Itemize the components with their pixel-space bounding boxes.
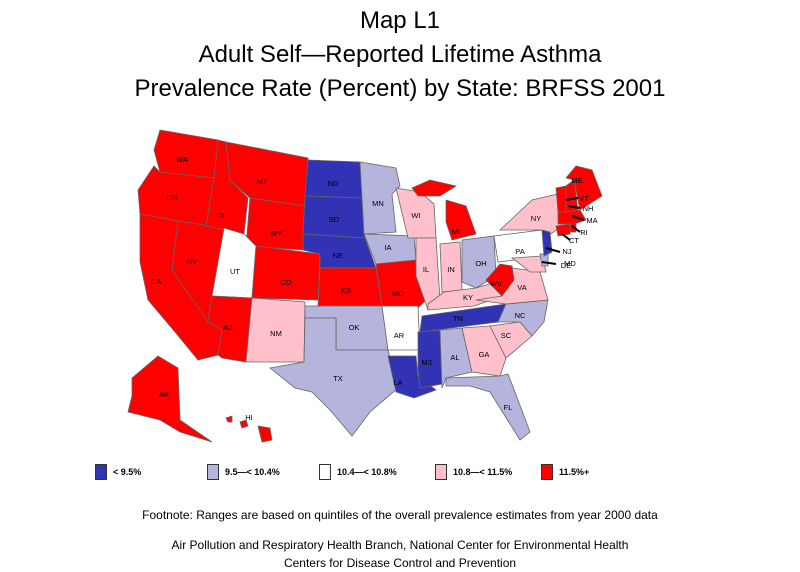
legend-label-1: 9.5—< 10.4%	[225, 467, 280, 477]
state-ms[interactable]	[417, 329, 443, 389]
label-ga: GA	[479, 350, 490, 359]
label-wi: WI	[411, 211, 420, 220]
label-md: MD	[564, 259, 576, 268]
footnote: Footnote: Ranges are based on quintiles …	[142, 508, 658, 522]
legend-item-0: < 9.5%	[95, 462, 141, 482]
state-ar[interactable]	[381, 305, 421, 351]
state-wv[interactable]	[485, 263, 515, 297]
label-ne: NE	[333, 251, 343, 260]
label-co: CO	[280, 278, 291, 287]
map-title: Map L1	[359, 7, 441, 34]
legend: < 9.5% 9.5—< 10.4% 10.4—< 10.8% 10.8—< 1…	[95, 462, 715, 484]
label-ri: RI	[580, 228, 588, 237]
state-tx[interactable]	[269, 317, 399, 437]
legend-swatch-0	[95, 464, 107, 480]
label-tn: TN	[453, 314, 463, 323]
label-hi: HI	[245, 413, 253, 422]
label-sc: SC	[501, 331, 512, 340]
state-ga[interactable]	[461, 325, 507, 377]
label-id: ID	[216, 211, 224, 220]
legend-item-4: 11.5%+	[541, 462, 589, 482]
legend-label-0: < 9.5%	[113, 467, 142, 477]
label-tx: TX	[333, 374, 343, 383]
map-subtitle-1: Adult Self—Reported Lifetime Asthma	[198, 41, 602, 68]
label-nm: NM	[270, 329, 282, 338]
map-subtitle-2: Prevalence Rate (Percent) by State: BRFS…	[134, 75, 666, 102]
legend-swatch-2	[319, 464, 331, 480]
state-wa[interactable]	[153, 129, 219, 179]
label-az: AZ	[223, 323, 233, 332]
state-hi[interactable]	[225, 415, 273, 443]
label-mt: MT	[257, 177, 268, 186]
label-al: AL	[450, 353, 459, 362]
state-co[interactable]	[251, 245, 321, 301]
label-wv: WV	[490, 279, 502, 288]
label-mn: MN	[372, 199, 384, 208]
legend-item-2: 10.4—< 10.8%	[319, 462, 397, 482]
us-state-map: WA OR CA NV ID MT WY UT CO AZ NM ND SD N…	[127, 129, 603, 443]
label-ca: CA	[151, 277, 161, 286]
state-ct[interactable]	[555, 223, 571, 237]
label-nh: NH	[583, 204, 594, 213]
label-pa: PA	[515, 247, 524, 256]
state-wy[interactable]	[245, 197, 306, 251]
label-va: VA	[517, 283, 526, 292]
legend-label-4: 11.5%+	[559, 467, 590, 477]
legend-swatch-3	[435, 464, 447, 480]
state-vt[interactable]	[555, 185, 567, 213]
label-wa: WA	[176, 155, 188, 164]
label-nj: NJ	[562, 247, 571, 256]
legend-label-3: 10.8—< 11.5%	[453, 467, 513, 477]
legend-swatch-4	[541, 464, 553, 480]
state-oh[interactable]	[461, 235, 497, 289]
label-nd: ND	[328, 179, 339, 188]
label-nc: NC	[515, 311, 526, 320]
state-mn[interactable]	[359, 161, 401, 235]
label-oh: OH	[475, 259, 486, 268]
label-me: ME	[571, 176, 582, 185]
state-me[interactable]	[565, 165, 603, 211]
label-vt: VT	[579, 194, 589, 203]
label-la: LA	[393, 378, 402, 387]
label-ky: KY	[463, 293, 473, 302]
state-mi[interactable]	[411, 179, 477, 241]
label-sd: SD	[329, 215, 340, 224]
legend-item-1: 9.5—< 10.4%	[207, 462, 280, 482]
label-or: OR	[166, 193, 178, 202]
label-fl: FL	[504, 403, 513, 412]
label-de: DE	[561, 261, 571, 270]
state-md[interactable]	[510, 255, 547, 273]
state-nj[interactable]	[541, 229, 553, 257]
state-fl[interactable]	[445, 373, 531, 441]
legend-item-3: 10.8—< 11.5%	[435, 462, 512, 482]
legend-swatch-1	[207, 464, 219, 480]
state-nh[interactable]	[565, 179, 579, 213]
state-mo[interactable]	[375, 259, 427, 309]
label-mi: MI	[452, 227, 460, 236]
label-ny: NY	[531, 214, 541, 223]
label-wy: WY	[270, 229, 282, 238]
label-ma: MA	[586, 216, 597, 225]
credit-branch: Air Pollution and Respiratory Health Bra…	[171, 538, 629, 552]
label-ia: IA	[384, 243, 391, 252]
label-ks: KS	[341, 286, 351, 295]
label-ar: AR	[394, 331, 405, 340]
label-ct: CT	[569, 236, 579, 245]
state-al[interactable]	[439, 327, 473, 389]
label-ut: UT	[230, 267, 240, 276]
legend-label-2: 10.4—< 10.8%	[337, 467, 397, 477]
label-in: IN	[447, 265, 455, 274]
label-ak: AK	[159, 390, 169, 399]
label-ms: MS	[421, 358, 432, 367]
new-england-leader-lines	[541, 197, 585, 265]
state-ak[interactable]	[127, 355, 213, 443]
label-mo: MO	[392, 289, 404, 298]
credit-cdc: Centers for Disease Control and Preventi…	[283, 556, 517, 570]
label-ok: OK	[349, 323, 360, 332]
label-il: IL	[423, 265, 429, 274]
label-nv: NV	[187, 257, 197, 266]
